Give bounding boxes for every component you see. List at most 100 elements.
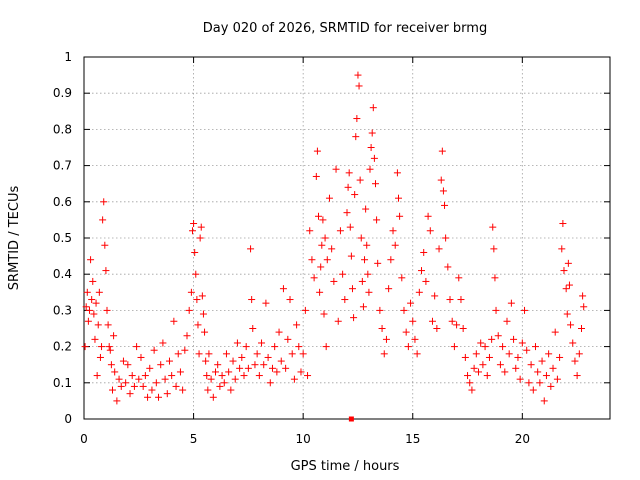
data-point <box>316 288 324 296</box>
data-point <box>431 292 439 300</box>
data-point <box>433 325 441 332</box>
data-point <box>483 372 491 380</box>
data-point <box>170 317 178 325</box>
x-tick-label: 0 <box>80 432 88 446</box>
data-point <box>113 397 121 405</box>
data-point <box>426 227 434 235</box>
data-point <box>202 357 210 365</box>
data-point <box>413 350 421 358</box>
data-point <box>212 368 219 376</box>
data-point <box>446 296 454 304</box>
data-point <box>93 372 101 380</box>
data-point <box>461 353 469 361</box>
data-point <box>128 372 136 380</box>
data-point <box>391 241 399 249</box>
data-point <box>352 133 360 141</box>
data-point <box>293 321 301 329</box>
y-axis-title: SRMTID / TECUs <box>7 186 22 291</box>
data-point <box>193 296 201 304</box>
data-point <box>297 368 305 376</box>
data-point <box>299 350 307 358</box>
data-point <box>195 350 203 358</box>
data-point <box>203 372 211 380</box>
data-point <box>328 245 336 253</box>
data-point <box>387 256 395 264</box>
data-point <box>336 227 344 235</box>
data-point <box>179 386 187 394</box>
data-point <box>450 343 458 351</box>
data-point <box>165 357 173 365</box>
data-point <box>553 375 561 383</box>
data-point <box>466 379 474 387</box>
data-point <box>85 306 93 314</box>
x-tick-label: 15 <box>405 432 420 446</box>
data-point <box>420 248 428 256</box>
data-point <box>201 328 209 336</box>
data-point <box>207 375 215 383</box>
data-point <box>488 335 496 343</box>
data-point <box>343 209 351 217</box>
data-point <box>442 234 450 242</box>
data-point <box>475 368 482 376</box>
data-point <box>174 350 182 358</box>
data-point <box>247 245 255 253</box>
data-point <box>563 310 571 318</box>
data-point <box>84 317 92 325</box>
data-point <box>225 368 233 376</box>
data-point <box>87 256 95 264</box>
data-point <box>233 339 241 347</box>
data-point <box>222 350 230 358</box>
data-point <box>185 306 193 314</box>
data-point <box>152 379 160 387</box>
data-point <box>104 321 112 329</box>
data-point <box>404 343 412 351</box>
data-point <box>110 332 118 340</box>
data-point <box>190 220 198 228</box>
data-point <box>579 292 587 300</box>
data-point <box>540 397 548 405</box>
data-point <box>538 357 546 365</box>
data-point <box>334 317 342 325</box>
y-tick-label: 0.5 <box>53 231 72 245</box>
data-point <box>107 361 115 369</box>
data-point <box>229 357 237 365</box>
data-point <box>355 82 363 90</box>
data-point <box>559 220 567 228</box>
data-point <box>310 274 318 282</box>
data-point <box>501 368 509 376</box>
data-point <box>565 281 573 289</box>
data-point <box>438 147 446 155</box>
data-point <box>277 357 285 365</box>
data-point <box>393 169 401 177</box>
data-point <box>317 263 325 271</box>
data-point <box>364 270 372 278</box>
data-point <box>569 339 577 347</box>
data-point <box>322 343 330 351</box>
data-point <box>470 364 478 372</box>
data-point <box>439 187 447 195</box>
data-point <box>89 277 97 285</box>
data-point <box>332 165 340 173</box>
data-point <box>354 71 362 79</box>
data-point <box>258 339 266 347</box>
data-point <box>99 216 107 224</box>
x-tick-label: 5 <box>190 432 198 446</box>
data-point <box>351 191 359 199</box>
data-point <box>301 306 309 314</box>
data-point <box>313 147 321 155</box>
data-point <box>344 183 352 191</box>
data-point <box>238 353 246 361</box>
data-point <box>227 386 235 394</box>
data-point <box>356 176 364 184</box>
data-point <box>199 310 207 318</box>
data-point <box>357 234 365 242</box>
data-point <box>341 296 349 304</box>
data-point <box>308 256 316 264</box>
data-point <box>457 296 465 304</box>
data-point <box>105 343 113 351</box>
data-point <box>209 393 217 401</box>
data-point <box>183 332 191 340</box>
data-point <box>320 310 328 318</box>
data-point <box>491 274 499 282</box>
data-point <box>98 343 106 351</box>
